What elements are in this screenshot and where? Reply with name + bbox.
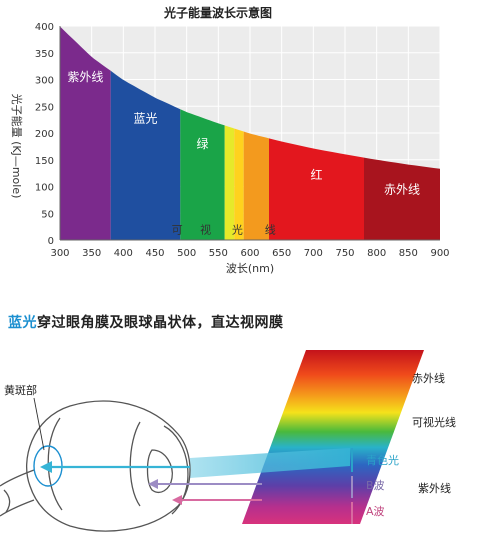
eye-diagram: 黄斑部 赤外线 可视光线 紫外线 青色光 B波 A波 bbox=[0, 350, 456, 532]
x-tick-label: 500 bbox=[177, 248, 196, 259]
infrared-label: 赤外线 bbox=[412, 371, 445, 385]
x-tick-label: 900 bbox=[430, 248, 449, 259]
band-4 bbox=[234, 128, 244, 240]
band-label-1: 蓝光 bbox=[133, 111, 157, 125]
y-tick-label: 0 bbox=[48, 236, 54, 247]
y-tick-label: 250 bbox=[35, 102, 54, 113]
y-tick-label: 200 bbox=[35, 129, 54, 140]
x-tick-label: 450 bbox=[145, 248, 164, 259]
y-axis-label: 光子能量 (KJ—mole) bbox=[10, 94, 24, 199]
diagram-title-accent: 蓝光 bbox=[8, 315, 37, 331]
a-wave-arrow-icon bbox=[172, 495, 182, 505]
band-label-7: 赤外线 bbox=[384, 183, 420, 197]
visible-light-label: 可视光线 bbox=[412, 415, 456, 429]
band-label-0: 紫外线 bbox=[67, 70, 103, 84]
y-tick-label: 350 bbox=[35, 49, 54, 60]
y-tick-label: 100 bbox=[35, 183, 54, 194]
a-wave-label: A波 bbox=[366, 505, 385, 518]
y-tick-label: 150 bbox=[35, 156, 54, 167]
diagram-title-rest: 穿过眼角膜及眼球晶状体，直达视网膜 bbox=[37, 315, 284, 331]
visible-light-annotation: 可视光线 bbox=[172, 223, 276, 237]
y-tick-label: 400 bbox=[35, 22, 54, 33]
x-tick-label: 350 bbox=[82, 248, 101, 259]
band-5 bbox=[243, 131, 269, 240]
y-tick-label: 300 bbox=[35, 76, 54, 87]
diagram-title: 蓝光穿过眼角膜及眼球晶状体，直达视网膜 bbox=[8, 312, 284, 332]
spectrum-band bbox=[242, 350, 424, 524]
x-tick-label: 850 bbox=[399, 248, 418, 259]
band-label-2: 绿 bbox=[196, 136, 208, 151]
cyan-light-label: 青色光 bbox=[366, 453, 399, 467]
chart-title: 光子能量波长示意图 bbox=[163, 5, 272, 20]
b-wave-arrow-icon bbox=[148, 479, 158, 489]
ray-arrow-icon bbox=[40, 461, 52, 473]
y-tick-label: 50 bbox=[41, 209, 54, 220]
band-1 bbox=[110, 70, 181, 240]
annotation-1: 视 bbox=[200, 223, 211, 237]
macula-label: 黄斑部 bbox=[4, 383, 37, 397]
band-2 bbox=[180, 109, 225, 240]
x-axis-ticks: 300 350 400 450 500 550 600 650 700 750 800 850 900 bbox=[50, 248, 449, 259]
band-label-6: 红 bbox=[310, 167, 322, 182]
x-tick-label: 600 bbox=[240, 248, 259, 259]
band-7 bbox=[364, 157, 440, 240]
x-tick-label: 300 bbox=[50, 248, 69, 259]
band-0 bbox=[60, 26, 111, 240]
x-tick-label: 700 bbox=[304, 248, 323, 259]
b-wave-label: B波 bbox=[366, 479, 385, 492]
y-axis-ticks: 0 50 100 150 200 250 300 350 400 bbox=[35, 22, 54, 247]
band-6 bbox=[269, 138, 364, 240]
x-tick-label: 650 bbox=[272, 248, 291, 259]
x-tick-label: 550 bbox=[209, 248, 228, 259]
spectrum-bands bbox=[60, 26, 440, 240]
x-tick-label: 750 bbox=[335, 248, 354, 259]
x-tick-label: 800 bbox=[367, 248, 386, 259]
annotation-0: 可 bbox=[172, 224, 183, 237]
annotation-2: 光 bbox=[232, 223, 243, 237]
x-tick-label: 400 bbox=[114, 248, 133, 259]
chart-axes bbox=[59, 26, 440, 241]
x-axis-label: 波长(nm) bbox=[226, 262, 274, 275]
ultraviolet-label: 紫外线 bbox=[418, 481, 451, 495]
annotation-3: 线 bbox=[265, 223, 276, 237]
cyan-light-beam bbox=[190, 448, 350, 478]
macula-pointer bbox=[33, 397, 45, 451]
band-3 bbox=[224, 125, 235, 240]
